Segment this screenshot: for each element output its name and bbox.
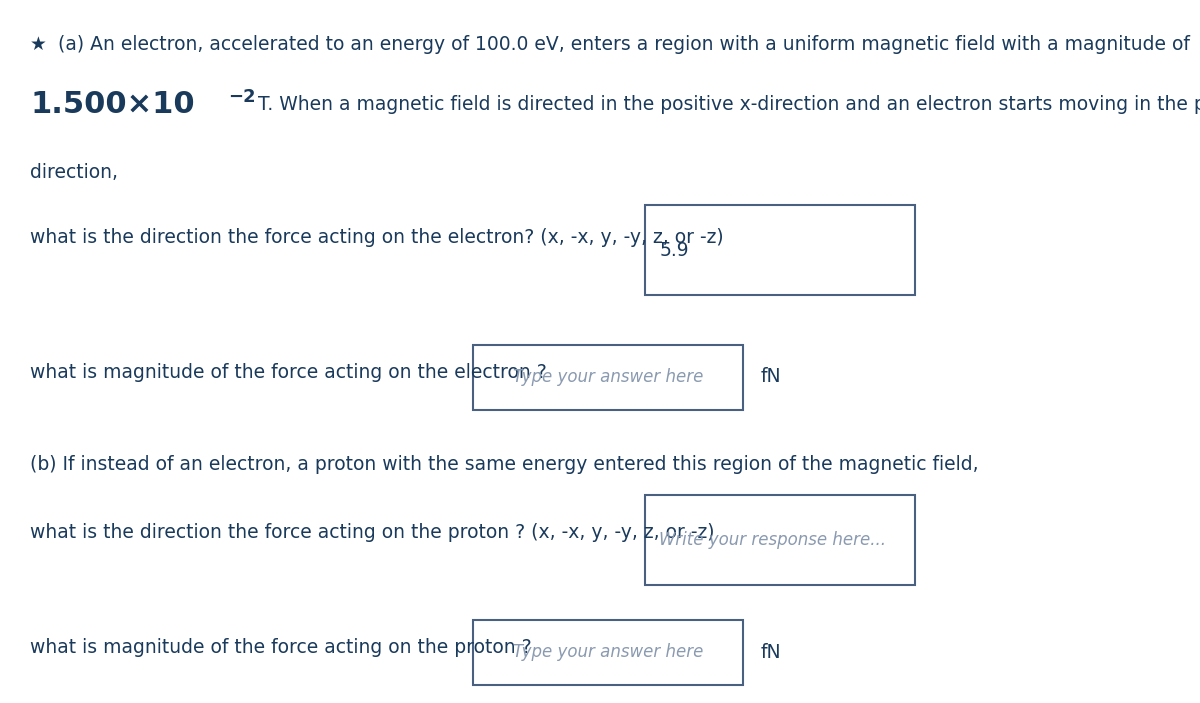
Text: what is the direction the force acting on the electron? (x, -x, y, -y, z, or -z): what is the direction the force acting o… [30,228,724,247]
Bar [473,345,743,410]
Text: ★: ★ [30,35,47,54]
Text: fN: fN [761,368,781,387]
Bar [646,495,916,585]
Text: what is the direction the force acting on the proton ? (x, -x, y, -y, z, or -z): what is the direction the force acting o… [30,523,714,542]
Text: direction,: direction, [30,163,118,182]
Text: Type your answer here: Type your answer here [512,643,703,661]
Text: 5.9: 5.9 [660,240,690,259]
Text: (b) If instead of an electron, a proton with the same energy entered this region: (b) If instead of an electron, a proton … [30,455,979,474]
Text: −2: −2 [228,88,256,106]
Text: T. When a magnetic field is directed in the positive x-direction and an electron: T. When a magnetic field is directed in … [252,95,1200,114]
Text: what is magnitude of the force acting on the electron ?: what is magnitude of the force acting on… [30,363,547,382]
Text: fN: fN [761,643,781,662]
Bar [473,620,743,685]
Text: (a) An electron, accelerated to an energy of 100.0 eV, enters a region with a un: (a) An electron, accelerated to an energ… [58,35,1190,54]
Bar [646,205,916,295]
Text: 1.500×10: 1.500×10 [30,90,194,119]
Text: Type your answer here: Type your answer here [512,368,703,386]
Text: what is magnitude of the force acting on the proton ?: what is magnitude of the force acting on… [30,638,532,657]
Text: Write your response here...: Write your response here... [659,531,886,549]
